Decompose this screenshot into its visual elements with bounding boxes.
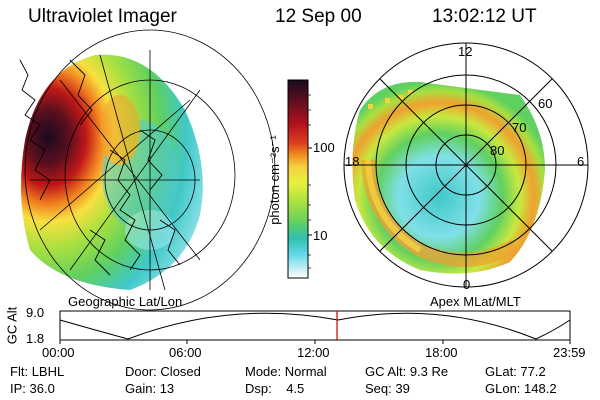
info-flt: Flt: LBHL: [10, 364, 65, 379]
lat-label-80: 80: [490, 143, 505, 158]
apex-image: [343, 42, 589, 288]
altitude-ytick-9: 9.0: [26, 305, 45, 320]
info-seq: Seq: 39: [365, 381, 410, 396]
altitude-xtick-4: 23:59: [553, 345, 586, 360]
colorbar-tick-10: 10: [313, 228, 328, 243]
altitude-plot: [59, 310, 571, 344]
info-door: Door: Closed: [125, 364, 201, 379]
geographic-panel-label: Geographic Lat/Lon: [68, 294, 183, 309]
apex-panel-label: Apex MLat/MLT: [430, 294, 521, 309]
mlt-label-12: 12: [458, 44, 473, 59]
mlt-label-6: 6: [577, 154, 585, 169]
time-label: 13:02:12 UT: [432, 6, 537, 27]
altitude-xtick-3: 18:00: [425, 345, 458, 360]
geographic-image: [19, 29, 276, 311]
date-label: 12 Sep 00: [275, 6, 362, 27]
app-title: Ultraviolet Imager: [28, 6, 177, 27]
info-ip: IP: 36.0: [10, 381, 55, 396]
altitude-xtick-2: 12:00: [297, 345, 330, 360]
mlt-label-0: 0: [463, 277, 471, 292]
colorbar: [287, 79, 312, 279]
info-mode: Mode: Normal: [245, 364, 327, 379]
info-glon: GLon: 148.2: [485, 381, 557, 396]
altitude-xtick-1: 06:00: [169, 345, 202, 360]
altitude-ylabel: GC Alt: [4, 306, 20, 345]
info-gcalt: GC Alt: 9.3 Re: [365, 364, 449, 379]
altitude-ytick-1: 1.8: [26, 331, 45, 346]
info-gain: Gain: 13: [125, 381, 175, 396]
colorbar-unit-label: photon cm⁻²s⁻¹: [267, 135, 282, 225]
info-dsp: Dsp: 4.5: [245, 381, 305, 396]
colorbar-tick-100: 100: [313, 140, 335, 155]
info-glat: GLat: 77.2: [485, 364, 546, 379]
lat-label-70: 70: [512, 120, 527, 135]
lat-label-60: 60: [538, 96, 553, 111]
mlt-label-18: 18: [345, 154, 360, 169]
altitude-xtick-0: 00:00: [42, 345, 75, 360]
